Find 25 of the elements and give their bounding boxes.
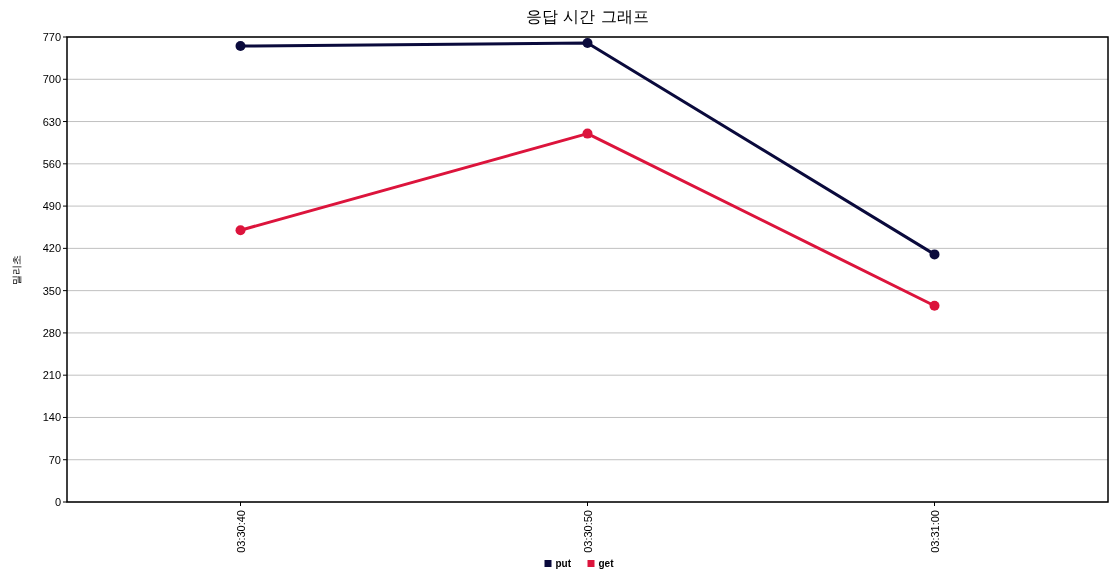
legend-label: get	[598, 558, 615, 569]
y-tick-label: 70	[48, 453, 61, 466]
legend-label: put	[555, 558, 572, 569]
point	[582, 38, 593, 49]
point	[235, 225, 246, 236]
chart-title: 응답 시간 그래프	[526, 7, 649, 26]
y-axis-title: 밀리초	[11, 254, 22, 285]
point	[582, 128, 593, 139]
x-tick-label: 03:30:50	[581, 510, 594, 553]
y-tick-label: 140	[42, 411, 61, 424]
x-tick-label: 03:31:00	[928, 510, 941, 553]
y-tick-label: 490	[42, 200, 61, 213]
y-tick-label: 630	[42, 115, 61, 128]
point	[929, 300, 940, 311]
y-tick-label: 210	[42, 369, 61, 382]
y-tick-label: 770	[42, 31, 61, 43]
y-tick-label: 280	[42, 326, 61, 339]
y-tick-label: 560	[42, 157, 61, 170]
y-tick-label: 350	[42, 284, 61, 297]
x-tick-label: 03:30:40	[234, 510, 247, 553]
point	[929, 249, 940, 260]
y-tick-label: 0	[54, 496, 61, 508]
y-tick-label: 700	[42, 73, 61, 86]
point	[235, 41, 246, 52]
y-tick-label: 420	[42, 242, 61, 255]
